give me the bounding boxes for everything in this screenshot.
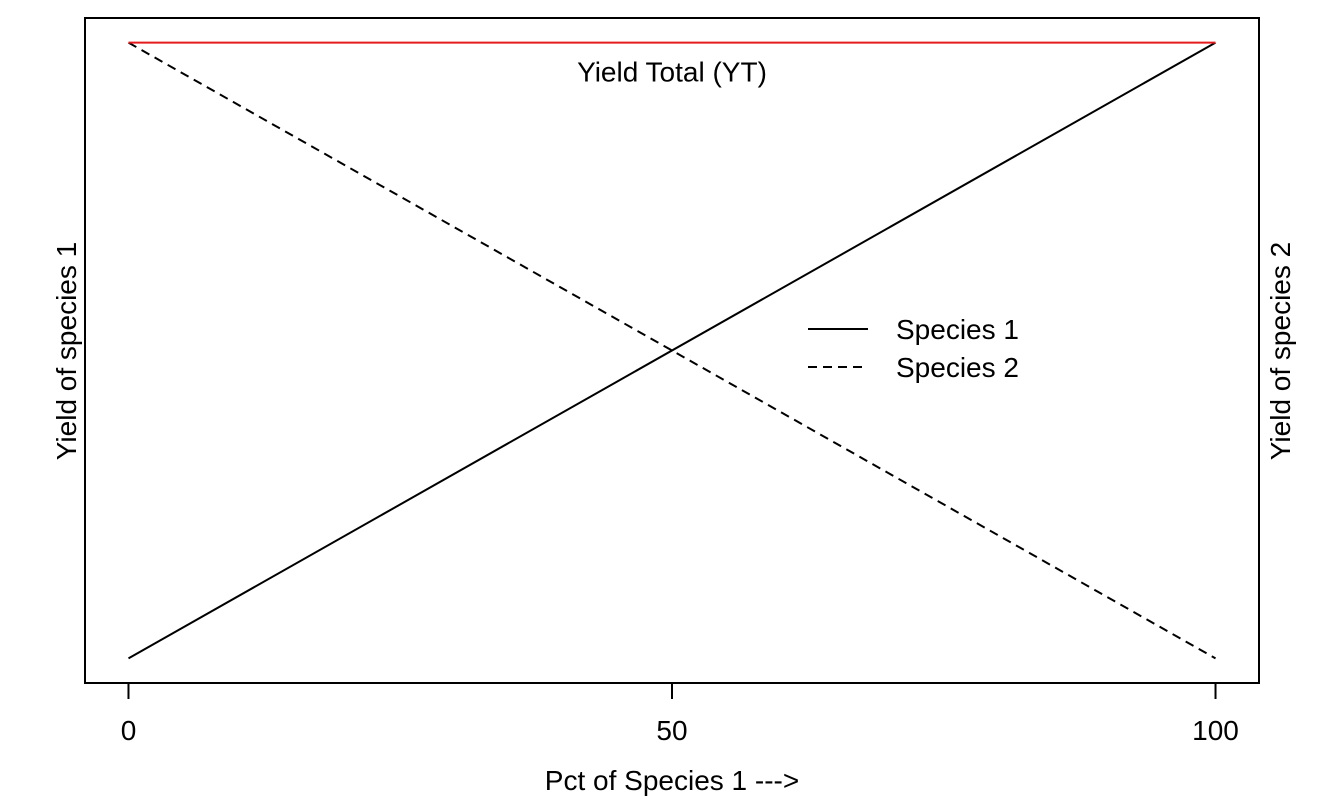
legend-label-species-1: Species 1 — [896, 314, 1019, 345]
annotation-yield-total-yt: Yield Total (YT) — [577, 57, 767, 88]
annotation-layer: Yield Total (YT) — [577, 57, 767, 88]
y-axis-label-left: Yield of species 1 — [51, 242, 82, 460]
x-axis: 0 50 100 — [121, 682, 1239, 746]
legend-label-species-2: Species 2 — [896, 352, 1019, 383]
x-tick-label: 100 — [1192, 715, 1239, 746]
series-line-species-2 — [127, 41, 1217, 660]
series-layer — [127, 41, 1217, 660]
x-tick-label: 50 — [656, 715, 687, 746]
x-tick-label: 0 — [121, 715, 137, 746]
legend: Species 1 Species 2 — [808, 314, 1019, 383]
series-line-species-1 — [127, 41, 1217, 660]
y-axis-label-right: Yield of species 2 — [1265, 242, 1296, 460]
x-axis-label: Pct of Species 1 ---> — [545, 765, 799, 796]
